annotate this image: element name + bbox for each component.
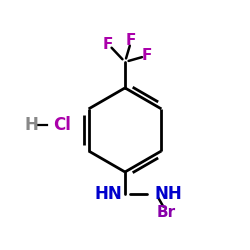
Text: H: H: [24, 116, 38, 134]
Text: F: F: [103, 37, 114, 52]
Text: Br: Br: [156, 205, 175, 220]
Text: F: F: [126, 34, 136, 48]
Text: F: F: [142, 48, 152, 63]
Text: HN: HN: [95, 185, 122, 203]
Text: NH: NH: [155, 185, 182, 203]
Text: Cl: Cl: [53, 116, 71, 134]
